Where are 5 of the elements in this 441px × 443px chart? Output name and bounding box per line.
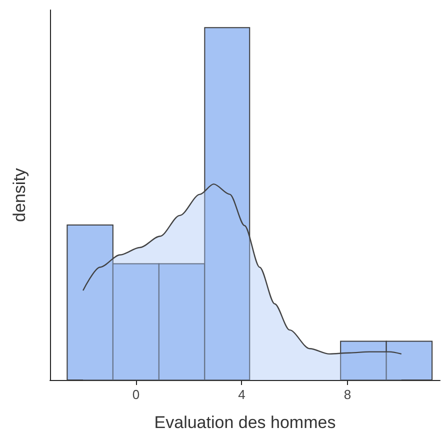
x-tick-label: 8 bbox=[344, 387, 352, 402]
x-tick-label: 4 bbox=[238, 387, 246, 402]
y-axis-title: density bbox=[10, 168, 29, 222]
x-axis-title: Evaluation des hommes bbox=[154, 413, 336, 432]
x-tick-label: 0 bbox=[132, 387, 140, 402]
